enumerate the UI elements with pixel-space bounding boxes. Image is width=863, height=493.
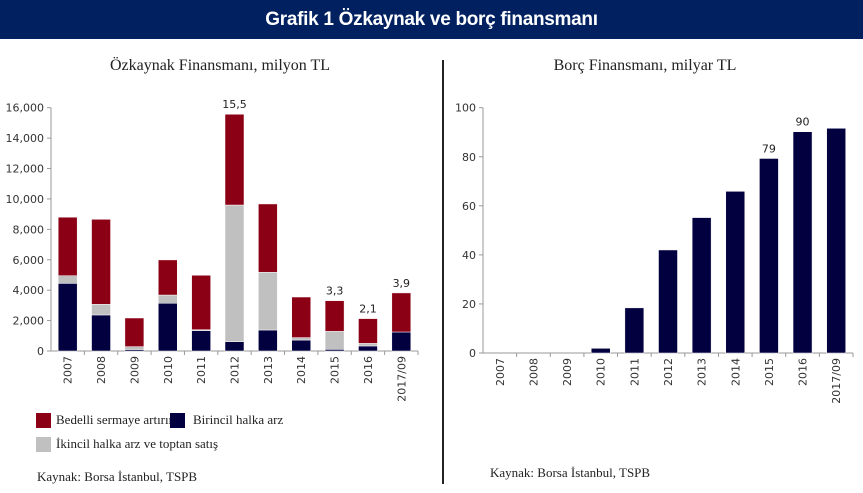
legend-label: Birincil halka arz xyxy=(193,412,284,427)
debt-bar-2015-s0 xyxy=(759,158,779,354)
equity-y-tick-label: 0 xyxy=(37,345,44,358)
equity-y-tick-label: 4,000 xyxy=(13,284,45,297)
equity-bar-2011-s2 xyxy=(191,275,211,330)
equity-bar-2012-s2 xyxy=(224,113,245,206)
equity-bar-2014-s0 xyxy=(291,339,311,352)
right-source-note: Kaynak: Borsa İstanbul, TSPB xyxy=(490,465,651,480)
equity-y-tick-label: 6,000 xyxy=(13,254,45,267)
debt-bar-2016-s0 xyxy=(792,131,813,354)
equity-bar-2015-s0 xyxy=(324,349,345,352)
equity-x-tick-label: 2010 xyxy=(162,356,175,384)
debt-bar-2013-s0 xyxy=(691,217,712,354)
debt-bar-2011-s0 xyxy=(624,307,645,354)
equity-bar-2015-s2 xyxy=(324,300,345,332)
debt-data-label: 90 xyxy=(796,116,810,129)
debt-x-tick-label: 2016 xyxy=(797,358,810,386)
equity-x-tick-label: 2011 xyxy=(195,356,208,384)
equity-data-label: 2,1 xyxy=(359,303,377,316)
equity-x-tick-label: 2007 xyxy=(62,356,75,384)
equity-y-tick-label: 12,000 xyxy=(6,163,45,176)
debt-bar-2012-s0 xyxy=(658,249,678,354)
debt-data-label: 79 xyxy=(762,142,776,155)
equity-y-tick-label: 8,000 xyxy=(13,223,45,236)
equity-bar-2016-s1 xyxy=(358,343,378,347)
equity-bar-2012-s0 xyxy=(224,341,245,352)
left-chart-title: Özkaynak Finansmanı, milyon TL xyxy=(109,57,331,74)
debt-bar-2017-09-s0 xyxy=(826,128,846,354)
equity-bar-2008-s1 xyxy=(91,304,111,316)
debt-x-tick-label: 2013 xyxy=(696,358,709,386)
debt-x-tick-label: 2008 xyxy=(527,358,540,386)
legend-label: İkincil halka arz ve toptan satış xyxy=(56,436,219,451)
equity-bar-2016-s2 xyxy=(358,318,378,344)
debt-bar-2014-s0 xyxy=(725,191,746,354)
equity-bar-2014-s2 xyxy=(291,296,311,338)
equity-bar-2017-09-s0 xyxy=(391,331,412,352)
debt-x-tick-label: 2009 xyxy=(561,358,574,386)
equity-bar-2009-s2 xyxy=(124,317,145,347)
debt-x-tick-label: 2007 xyxy=(494,358,507,386)
equity-bar-2016-s0 xyxy=(358,345,378,352)
equity-x-tick-label: 2014 xyxy=(295,356,308,384)
legend-item-birincil: Birincil halka arz xyxy=(170,412,283,428)
equity-bar-2009-s1 xyxy=(124,346,145,350)
debt-x-tick-label: 2017/09 xyxy=(830,358,843,404)
equity-x-tick-label: 2013 xyxy=(262,356,275,384)
left-source-note: Kaynak: Borsa İstanbul, TSPB xyxy=(37,469,198,484)
equity-bar-2014-s1 xyxy=(291,337,311,341)
legend-label: Bedelli sermaye artırımı xyxy=(56,412,183,427)
legend-swatch-red xyxy=(36,412,51,428)
equity-bar-2010-s0 xyxy=(158,303,178,352)
debt-y-tick-label: 100 xyxy=(455,102,476,115)
debt-bar-2010-s0 xyxy=(590,348,611,354)
debt-x-tick-label: 2011 xyxy=(628,358,641,386)
equity-y-tick-label: 16,000 xyxy=(6,102,45,115)
legend-item-bedelli: Bedelli sermaye artırımı xyxy=(36,412,182,428)
equity-bar-2012-s1 xyxy=(224,204,245,342)
chart-divider xyxy=(442,60,444,484)
legend-swatch-navy xyxy=(170,412,185,428)
equity-data-label: 3,3 xyxy=(326,285,344,298)
legend-item-ikincil: İkincil halka arz ve toptan satış xyxy=(36,436,218,452)
equity-bar-2013-s0 xyxy=(258,329,278,352)
figure-title-banner: Grafik 1 Özkaynak ve borç finansmanı xyxy=(0,0,863,39)
equity-x-tick-label: 2009 xyxy=(128,356,141,384)
equity-bar-2010-s1 xyxy=(158,294,178,304)
debt-y-tick-label: 20 xyxy=(462,298,476,311)
debt-x-tick-label: 2012 xyxy=(662,358,675,386)
equity-bar-2011-s0 xyxy=(191,330,211,352)
equity-y-tick-label: 14,000 xyxy=(6,132,45,145)
equity-y-tick-label: 2,000 xyxy=(13,315,45,328)
equity-bar-2015-s1 xyxy=(324,331,345,350)
debt-x-tick-label: 2010 xyxy=(595,358,608,386)
equity-bar-2007-s2 xyxy=(57,216,78,276)
equity-bar-2010-s2 xyxy=(158,259,178,296)
equity-bar-2013-s2 xyxy=(258,203,278,273)
equity-data-label: 15,5 xyxy=(222,98,247,111)
equity-x-tick-label: 2012 xyxy=(229,356,242,384)
debt-x-tick-label: 2014 xyxy=(729,358,742,386)
equity-bar-2008-s2 xyxy=(91,219,111,305)
legend-swatch-gray xyxy=(36,436,51,452)
equity-x-tick-label: 2008 xyxy=(95,356,108,384)
equity-x-tick-label: 2015 xyxy=(329,356,342,384)
equity-x-tick-label: 2016 xyxy=(362,356,375,384)
debt-y-tick-label: 60 xyxy=(462,200,476,213)
equity-data-label: 3,9 xyxy=(393,277,411,290)
debt-x-tick-label: 2015 xyxy=(763,358,776,386)
debt-y-tick-label: 40 xyxy=(462,249,476,262)
debt-y-tick-label: 0 xyxy=(469,347,476,360)
equity-bar-2007-s0 xyxy=(57,283,78,352)
equity-bar-2013-s1 xyxy=(258,271,278,331)
equity-bar-2017-09-s2 xyxy=(391,292,412,333)
equity-bar-2008-s0 xyxy=(91,314,111,352)
equity-x-tick-label: 2017/09 xyxy=(395,356,408,402)
equity-y-tick-label: 10,000 xyxy=(6,193,45,206)
equity-bar-2007-s1 xyxy=(57,275,78,284)
right-chart-title: Borç Finansmanı, milyar TL xyxy=(553,57,737,74)
debt-y-tick-label: 80 xyxy=(462,151,476,164)
